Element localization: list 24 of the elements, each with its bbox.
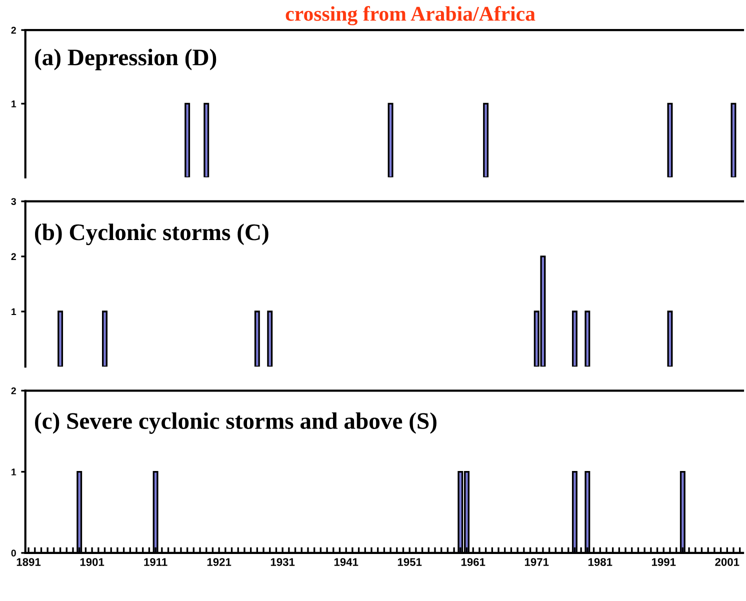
x-tick-label: 1961	[461, 558, 486, 566]
y-tick-label: 2	[11, 387, 16, 394]
x-tick-label: 1931	[270, 558, 295, 566]
x-tick-label: 1981	[588, 558, 612, 566]
y-tick-label: 1	[12, 308, 16, 316]
x-tick-label: 2001	[715, 558, 740, 566]
x-tick-label: 1991	[652, 558, 676, 566]
x-tick-label: 1901	[80, 558, 104, 566]
x-tick-label: 1891	[16, 558, 41, 566]
text: (c) Severe cyclonic storms and above (S)	[35, 412, 436, 434]
chart-title: crossing from Arabia/Africa	[286, 6, 536, 26]
x-tick-label: 1911	[144, 558, 168, 566]
x-tick-label: 1951	[398, 558, 422, 566]
text: (a) Depression (D)	[35, 48, 216, 70]
y-tick-label: 0	[11, 550, 16, 557]
text: (b) Cyclonic storms (C)	[35, 224, 268, 246]
y-tick-label: 3	[11, 198, 16, 205]
x-tick-label: 1971	[524, 558, 549, 566]
y-tick-label: 2	[11, 253, 16, 260]
y-tick-label: 1	[12, 468, 16, 476]
y-tick-label: 2	[11, 26, 16, 34]
y-tick-label: 1	[12, 100, 16, 108]
x-tick-label: 1921	[207, 558, 232, 566]
x-tick-label: 1941	[334, 558, 358, 566]
